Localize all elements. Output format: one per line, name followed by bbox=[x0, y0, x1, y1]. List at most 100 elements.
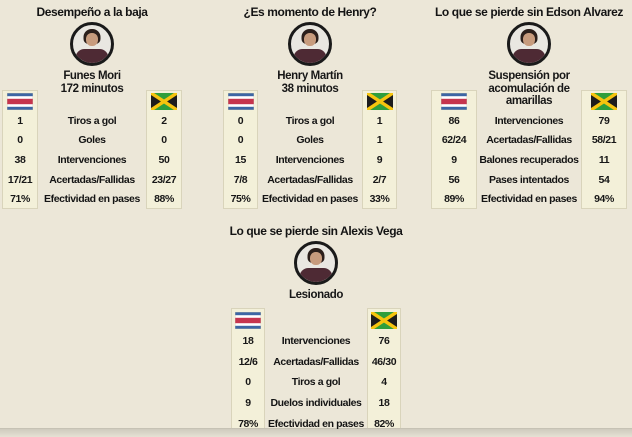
avatar-face bbox=[310, 252, 322, 265]
stat-label: Efectividad en pases bbox=[262, 193, 358, 206]
stat-label: Acertadas/Fallidas bbox=[49, 173, 135, 186]
stat-value-right: 4 bbox=[381, 376, 387, 389]
section-edson-alvarez: Lo que se pierde sin Edson Alvarez Suspe… bbox=[426, 5, 632, 221]
section-title: Lo que se pierde sin Alexis Vega bbox=[229, 224, 403, 238]
stat-label: Intervenciones bbox=[281, 335, 351, 348]
avatar-face bbox=[86, 33, 98, 46]
stat-value-left: 9 bbox=[451, 153, 457, 166]
player-header: Suspensión por acomulación de amarillas bbox=[488, 70, 570, 108]
stat-value-right: 11 bbox=[598, 153, 610, 166]
stat-value-right: 0 bbox=[161, 134, 167, 147]
stat-value-right: 88% bbox=[154, 193, 174, 206]
section-henry-martin: ¿Es momento de Henry? Henry Martín 38 mi… bbox=[196, 5, 424, 221]
stat-value-left: 7/8 bbox=[233, 173, 248, 186]
stats-table: 0 Tiros a gol 1 0 Goles 1 15 Intervencio… bbox=[223, 90, 397, 209]
section-alexis-vega: Lo que se pierde sin Alexis Vega Lesiona… bbox=[146, 224, 486, 434]
player-status: Suspensión por bbox=[488, 70, 570, 82]
section-title: ¿Es momento de Henry? bbox=[243, 5, 377, 19]
stats-table: 18 Intervenciones 76 12/6 Acertadas/Fall… bbox=[231, 308, 401, 434]
costa-rica-flag bbox=[227, 91, 254, 110]
player-status: acomulación de bbox=[488, 82, 570, 95]
stat-value-right: 33% bbox=[369, 193, 390, 206]
stat-value-left: 0 bbox=[237, 114, 244, 127]
avatar-jersey bbox=[512, 49, 546, 63]
avatar-jersey bbox=[299, 268, 333, 282]
stat-value-left: 89% bbox=[444, 193, 464, 206]
player-name: Henry Martín bbox=[277, 70, 343, 82]
stat-label: Intervenciones bbox=[494, 114, 564, 127]
stat-value-left: 0 bbox=[245, 376, 251, 389]
stat-value-left: 12/6 bbox=[238, 355, 258, 368]
stat-label: Tiros a gol bbox=[285, 114, 335, 127]
stat-label: Pases intentados bbox=[489, 173, 569, 186]
stat-value-left: 1 bbox=[17, 114, 23, 127]
player-photo bbox=[70, 22, 114, 66]
costa-rica-flag bbox=[7, 91, 33, 110]
stat-label: Goles bbox=[296, 134, 324, 147]
stat-value-right: 82% bbox=[374, 417, 394, 430]
player-header: Lesionado bbox=[289, 289, 343, 302]
costa-rica-flag bbox=[441, 91, 467, 110]
left-value-column bbox=[431, 90, 477, 209]
costa-rica-flag bbox=[235, 310, 261, 329]
stats-table: 1 Tiros a gol 2 0 Goles 0 38 Intervencio… bbox=[2, 90, 182, 209]
stat-value-left: 86 bbox=[448, 114, 460, 127]
stat-label: Tiros a gol bbox=[291, 376, 341, 389]
stat-label: Efectividad en pases bbox=[44, 193, 140, 206]
player-header: Funes Mori 172 minutos bbox=[61, 70, 124, 95]
stat-value-right: 9 bbox=[376, 153, 383, 166]
section-title: Lo que se pierde sin Edson Alvarez bbox=[434, 5, 623, 19]
avatar-face bbox=[304, 33, 316, 46]
stat-value-left: 56 bbox=[448, 173, 460, 186]
stat-value-right: 79 bbox=[598, 114, 610, 127]
stat-value-right: 2 bbox=[161, 114, 167, 127]
stat-label: Intervenciones bbox=[275, 153, 345, 166]
stat-label: Efectividad en pases bbox=[268, 417, 364, 430]
stat-value-right: 58/21 bbox=[591, 134, 617, 147]
jamaica-flag bbox=[371, 310, 397, 329]
avatar-face bbox=[523, 33, 535, 46]
right-value-column bbox=[367, 308, 401, 434]
stat-value-right: 18 bbox=[378, 397, 390, 410]
avatar-jersey bbox=[75, 49, 109, 63]
stat-label: Intervenciones bbox=[57, 153, 127, 166]
stat-value-left: 0 bbox=[17, 134, 23, 147]
stat-value-left: 9 bbox=[245, 397, 251, 410]
stats-table: 86 Intervenciones 79 62/24 Acertadas/Fal… bbox=[431, 90, 627, 209]
card-bottom-shadow bbox=[0, 428, 632, 437]
stat-value-left: 62/24 bbox=[441, 134, 467, 147]
stat-label: Acertadas/Fallidas bbox=[486, 134, 572, 147]
section-title: Desempeño a la baja bbox=[36, 5, 148, 19]
left-value-column bbox=[231, 308, 265, 434]
stat-label: Duelos individuales bbox=[270, 397, 362, 410]
stat-label: Balones recuperados bbox=[479, 153, 579, 166]
stat-value-right: 54 bbox=[598, 173, 610, 186]
player-photo bbox=[507, 22, 551, 66]
stat-value-left: 75% bbox=[230, 193, 251, 206]
stat-label: Tiros a gol bbox=[67, 114, 117, 127]
stat-label: Efectividad en pases bbox=[481, 193, 577, 206]
stat-value-right: 2/7 bbox=[372, 173, 387, 186]
stat-value-left: 0 bbox=[237, 134, 244, 147]
jamaica-flag bbox=[151, 91, 177, 110]
player-status: amarillas bbox=[505, 95, 553, 107]
player-minutes: 38 minutos bbox=[281, 82, 339, 95]
player-photo bbox=[288, 22, 332, 66]
stat-value-right: 94% bbox=[594, 193, 614, 206]
stat-value-right: 1 bbox=[376, 114, 383, 127]
jamaica-flag bbox=[591, 91, 617, 110]
stat-value-left: 38 bbox=[14, 153, 26, 166]
stat-value-right: 46/30 bbox=[371, 355, 397, 368]
stat-label: Acertadas/Fallidas bbox=[273, 355, 359, 368]
player-minutes: 172 minutos bbox=[60, 82, 124, 95]
stat-value-left: 17/21 bbox=[7, 173, 33, 186]
jamaica-flag bbox=[366, 91, 393, 110]
player-photo bbox=[294, 241, 338, 285]
stat-value-right: 50 bbox=[158, 153, 170, 166]
stat-value-left: 71% bbox=[10, 193, 30, 206]
stat-label: Goles bbox=[78, 134, 106, 147]
player-status: Lesionado bbox=[289, 289, 343, 301]
stat-value-left: 15 bbox=[235, 153, 246, 166]
stat-value-right: 1 bbox=[376, 134, 383, 147]
